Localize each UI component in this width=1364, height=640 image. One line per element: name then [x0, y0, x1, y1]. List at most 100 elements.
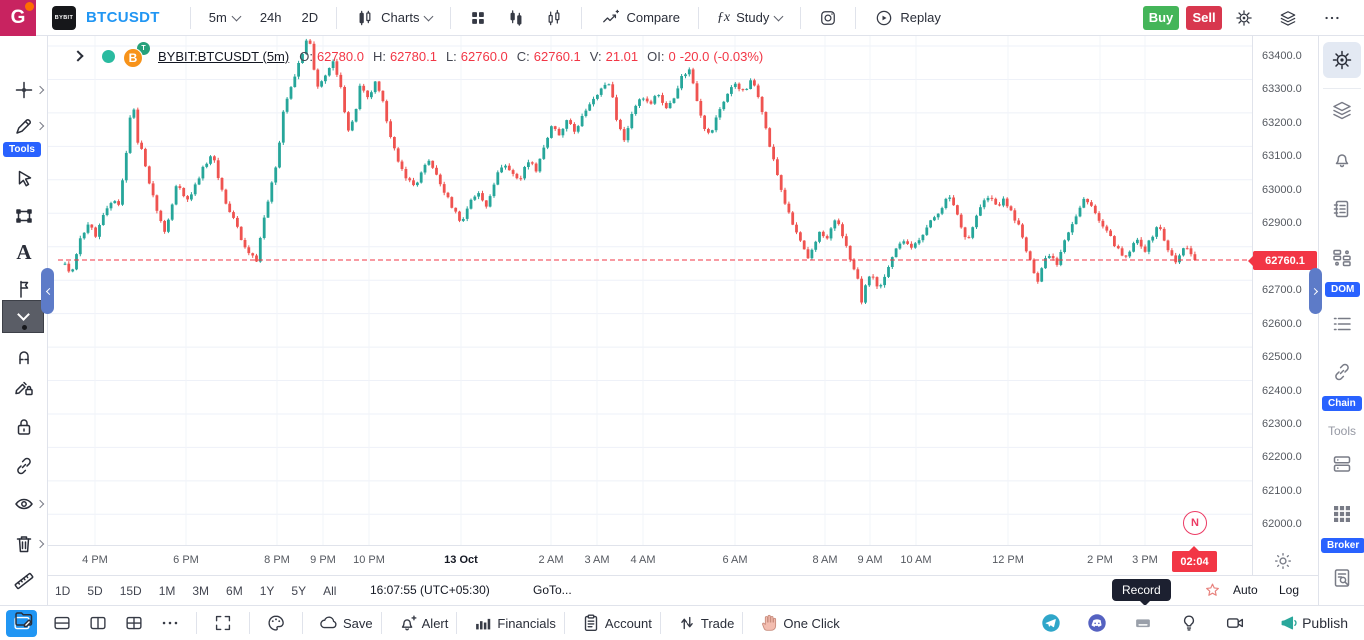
- time-axis-label: 8 AM: [812, 554, 838, 566]
- alert-button[interactable]: Alert: [390, 612, 449, 634]
- price-axis-label: 63300.0: [1262, 83, 1302, 96]
- favorite-star-icon[interactable]: [1203, 581, 1222, 600]
- chart-style-bars-icon[interactable]: [544, 8, 564, 28]
- theme-toggle-icon[interactable]: [1272, 550, 1294, 572]
- theme-palette-icon[interactable]: [265, 612, 287, 634]
- discord-icon[interactable]: [1086, 612, 1108, 634]
- time-axis[interactable]: 02:04 4 PM 6 PM 8 PM 9 PM 10 PM 13 Oct 2 AM 3 A…: [48, 545, 1252, 575]
- more-tools-expander[interactable]: [2, 300, 44, 333]
- sidebar-report-icon[interactable]: [1330, 566, 1354, 590]
- delete-drawings-icon[interactable]: [12, 532, 36, 556]
- ideas-bulb-icon[interactable]: [1178, 612, 1200, 634]
- chevron-right-icon[interactable]: [35, 85, 45, 95]
- sidebar-dom-icon[interactable]: [1330, 246, 1354, 270]
- more-menu-icon[interactable]: [1322, 8, 1342, 28]
- chart-pane[interactable]: T B BYBIT:BTCUSDT (5m) O: 62780.0 H: 62780…: [48, 36, 1252, 545]
- compare-button[interactable]: Compare: [590, 4, 689, 32]
- measure-tool-icon[interactable]: [12, 569, 36, 593]
- link-tool-icon[interactable]: [12, 454, 36, 478]
- snapshot-icon[interactable]: [818, 8, 838, 28]
- multichart-layout-icon[interactable]: [468, 8, 488, 28]
- lock-all-icon[interactable]: [12, 415, 36, 439]
- forecast-tool-icon[interactable]: [12, 277, 36, 301]
- range-24h-button[interactable]: 24h: [259, 10, 282, 25]
- collapse-left-panel-handle[interactable]: [41, 268, 54, 314]
- video-icon[interactable]: [1224, 612, 1246, 634]
- cursor-tool-icon[interactable]: [12, 167, 36, 191]
- publish-button[interactable]: Publish: [1270, 612, 1348, 634]
- exchange-logo[interactable]: BYBIT: [52, 5, 76, 30]
- log-scale-button[interactable]: Log: [1279, 583, 1300, 597]
- text-tool-icon[interactable]: A: [16, 240, 32, 264]
- price-axis-label: 62100.0: [1262, 484, 1302, 497]
- chart-style-candles-icon[interactable]: [506, 8, 526, 28]
- crosshair-tool-icon[interactable]: [12, 78, 36, 102]
- record-keyboard-icon[interactable]: [1132, 612, 1154, 634]
- notification-dot: [25, 1, 34, 11]
- legend-high: H: 62780.1: [372, 48, 437, 64]
- study-button[interactable]: ƒx Study: [707, 4, 792, 32]
- chevron-right-icon[interactable]: [35, 499, 45, 509]
- candlestick-chart[interactable]: [48, 36, 1252, 545]
- clock[interactable]: 16:07:55 (UTC+05:30): [370, 583, 490, 597]
- sidebar-apps-grid-icon[interactable]: [1330, 502, 1354, 526]
- range-2d-button[interactable]: 2D: [301, 10, 319, 25]
- time-axis-label: 6 AM: [722, 554, 748, 566]
- layout-vsplit-icon[interactable]: [87, 612, 109, 634]
- one-click-button[interactable]: One Click: [751, 612, 840, 634]
- layout-hsplit-icon[interactable]: [51, 612, 73, 634]
- news-marker[interactable]: N: [1183, 511, 1207, 535]
- range-button-1y[interactable]: 1Y: [259, 584, 275, 598]
- range-button-5y[interactable]: 5Y: [291, 584, 307, 598]
- sidebar-watchlist-icon[interactable]: [1330, 312, 1354, 336]
- buy-button[interactable]: Buy: [1143, 5, 1179, 30]
- sidebar-alerts-icon[interactable]: [1330, 147, 1354, 171]
- price-axis[interactable]: 62760.1 63400.0 63300.0 63200.0 63100.0 6300…: [1248, 36, 1318, 575]
- shape-tool-icon[interactable]: [12, 204, 36, 228]
- sidebar-chain-icon[interactable]: [1330, 360, 1354, 384]
- goto-button[interactable]: GoTo...: [533, 583, 572, 597]
- sidebar-panels-icon[interactable]: [1330, 452, 1354, 476]
- layout-quad-icon[interactable]: [123, 612, 145, 634]
- object-tree-icon[interactable]: [12, 607, 36, 631]
- hide-drawings-icon[interactable]: [12, 492, 36, 516]
- settings-icon[interactable]: [1234, 8, 1254, 28]
- sidebar-settings-icon[interactable]: [1330, 48, 1354, 72]
- account-button[interactable]: Account: [573, 612, 652, 634]
- financials-button[interactable]: Financials: [465, 612, 556, 634]
- range-button-6m[interactable]: 6M: [226, 584, 243, 598]
- range-button-5d[interactable]: 5D: [87, 584, 103, 598]
- auto-scale-button[interactable]: Auto: [1233, 583, 1258, 597]
- replay-button[interactable]: Replay: [864, 4, 950, 32]
- sell-button[interactable]: Sell: [1186, 5, 1222, 30]
- fullscreen-icon[interactable]: [212, 612, 234, 634]
- expand-right-panel-handle[interactable]: [1309, 268, 1322, 314]
- interval-selector[interactable]: 5m: [199, 4, 250, 32]
- range-button-1m[interactable]: 1M: [158, 584, 176, 598]
- range-button-15d[interactable]: 15D: [119, 584, 142, 598]
- save-button[interactable]: Save: [311, 612, 373, 634]
- drawing-toolbar: Tools A: [0, 36, 48, 628]
- lock-drawing-tool-icon[interactable]: [12, 376, 36, 400]
- app-logo[interactable]: G: [0, 0, 36, 36]
- symbol-title[interactable]: BTCUSDT: [86, 9, 160, 26]
- sidebar-layers-icon[interactable]: [1330, 98, 1354, 122]
- magnet-tool-icon[interactable]: [12, 344, 36, 368]
- draw-tool-icon[interactable]: [12, 114, 36, 138]
- range-button-1d[interactable]: 1D: [55, 584, 71, 598]
- chart-type-menu[interactable]: Charts: [345, 4, 442, 32]
- divider: [1323, 88, 1361, 89]
- layer-manager-icon[interactable]: [1278, 8, 1298, 28]
- alert-label: Alert: [421, 615, 449, 631]
- time-axis-label: 2 PM: [1087, 554, 1113, 566]
- legend-symbol[interactable]: BYBIT:BTCUSDT (5m): [158, 48, 290, 64]
- sidebar-notes-icon[interactable]: [1330, 197, 1354, 221]
- chevron-right-icon[interactable]: [35, 539, 45, 549]
- chevron-right-icon[interactable]: [35, 121, 45, 131]
- legend-collapse-icon[interactable]: [72, 50, 84, 62]
- trade-button[interactable]: Trade: [669, 612, 734, 634]
- range-button-3m[interactable]: 3M: [192, 584, 210, 598]
- layout-more-icon[interactable]: [159, 612, 181, 634]
- range-button-all[interactable]: All: [323, 584, 337, 598]
- telegram-icon[interactable]: [1040, 612, 1062, 634]
